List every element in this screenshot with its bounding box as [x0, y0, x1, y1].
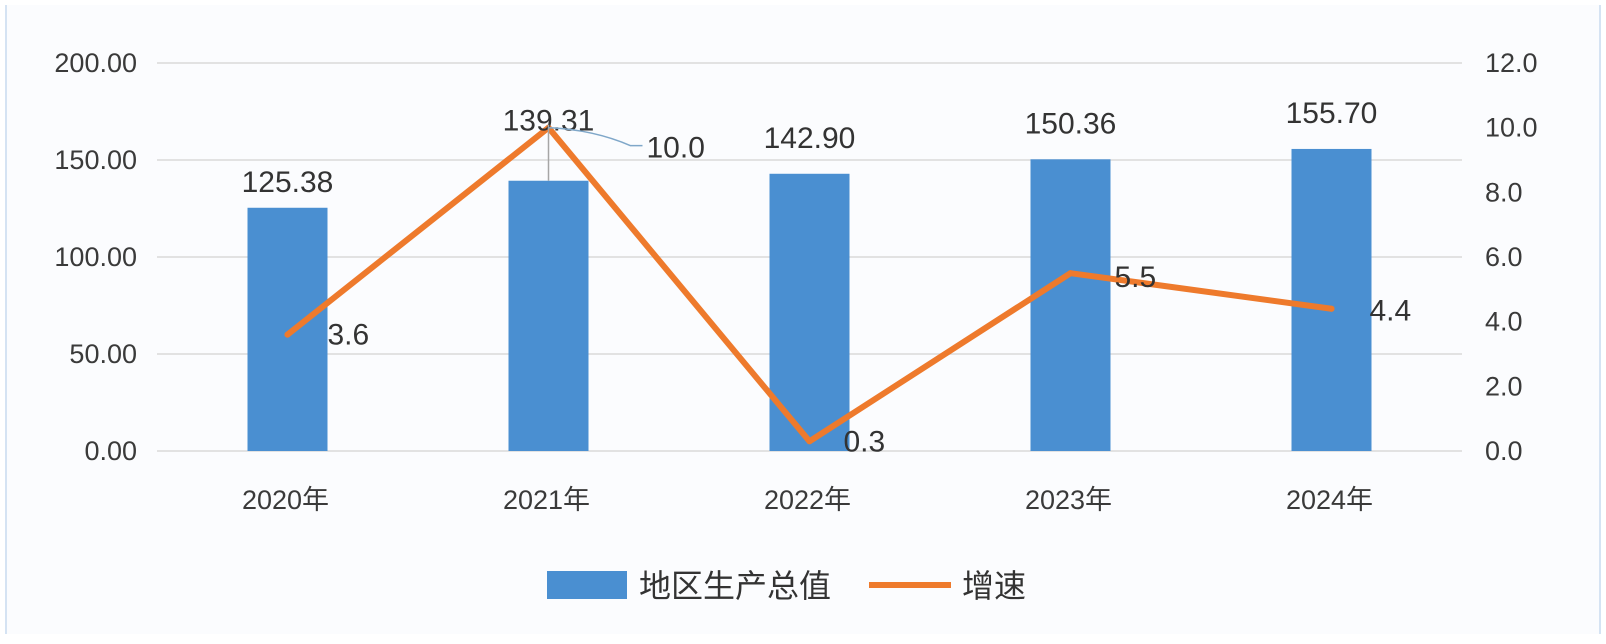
legend-label-gdp[interactable]: 地区生产总值	[639, 568, 831, 604]
x-tick-label: 2022年	[764, 485, 851, 515]
y-right-tick-label: 8.0	[1485, 177, 1523, 207]
line-label-leader-line	[548, 126, 643, 147]
bar-data-label: 142.90	[764, 122, 856, 155]
chart-container: 125.38 139.31 142.90 150.36 155.70 3.6 10.0 0.3…	[5, 5, 1601, 634]
legend-label-growth[interactable]: 增速	[962, 568, 1026, 604]
line-data-label: 0.3	[844, 425, 886, 458]
legend[interactable]: 地区生产总值 增速	[547, 568, 1026, 604]
line-data-label: 3.6	[328, 319, 370, 352]
y-right-tick-label: 0.0	[1485, 436, 1523, 466]
y-left-tick-label: 100.00	[54, 242, 137, 272]
line-data-label: 10.0	[647, 132, 705, 165]
legend-swatch-gdp[interactable]	[547, 571, 627, 599]
bar-series-gdp	[247, 148, 1372, 452]
growth-point[interactable]	[284, 331, 291, 338]
bar-data-label: 155.70	[1286, 97, 1378, 130]
bar-gdp[interactable]	[508, 180, 589, 452]
y-right-tick-label: 4.0	[1485, 307, 1523, 337]
y-right-tick-label: 6.0	[1485, 242, 1523, 272]
x-tick-label: 2021年	[503, 485, 590, 515]
x-tick-label: 2023年	[1025, 485, 1112, 515]
bar-data-label: 125.38	[242, 166, 334, 199]
bar-gdp[interactable]	[1030, 159, 1111, 451]
y-left-tick-label: 150.00	[54, 145, 137, 175]
y-left-tick-label: 50.00	[69, 339, 137, 369]
y-right-tick-label: 12.0	[1485, 48, 1538, 78]
axes: 0.00 50.00 100.00 150.00 200.00 0.0 2.0 4.0 6.0 8…	[54, 48, 1537, 515]
growth-point[interactable]	[1067, 270, 1074, 277]
x-tick-label: 2020年	[242, 485, 329, 515]
y-right-tick-label: 10.0	[1485, 113, 1538, 143]
bar-gdp[interactable]	[1291, 148, 1372, 451]
x-tick-label: 2024年	[1286, 485, 1373, 515]
line-data-label: 5.5	[1115, 261, 1157, 294]
bar-data-label: 150.36	[1025, 107, 1117, 140]
y-left-tick-label: 0.00	[84, 436, 137, 466]
y-left-tick-label: 200.00	[54, 48, 137, 78]
y-right-tick-label: 2.0	[1485, 371, 1523, 401]
line-data-label: 4.4	[1370, 295, 1412, 328]
growth-point[interactable]	[806, 438, 813, 445]
bar-gdp[interactable]	[247, 207, 328, 451]
growth-point[interactable]	[1328, 305, 1335, 312]
line-series-growth	[284, 124, 1335, 445]
